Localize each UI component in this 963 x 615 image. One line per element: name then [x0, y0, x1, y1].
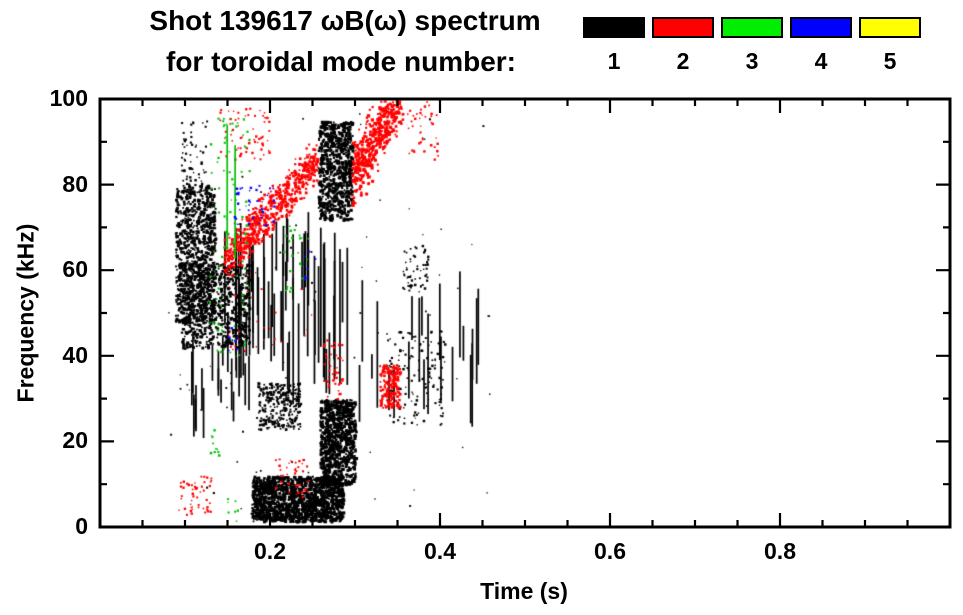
x-axis-label: Time (s)	[480, 578, 568, 604]
y-axis-label: Frequency (kHz)	[12, 223, 39, 403]
